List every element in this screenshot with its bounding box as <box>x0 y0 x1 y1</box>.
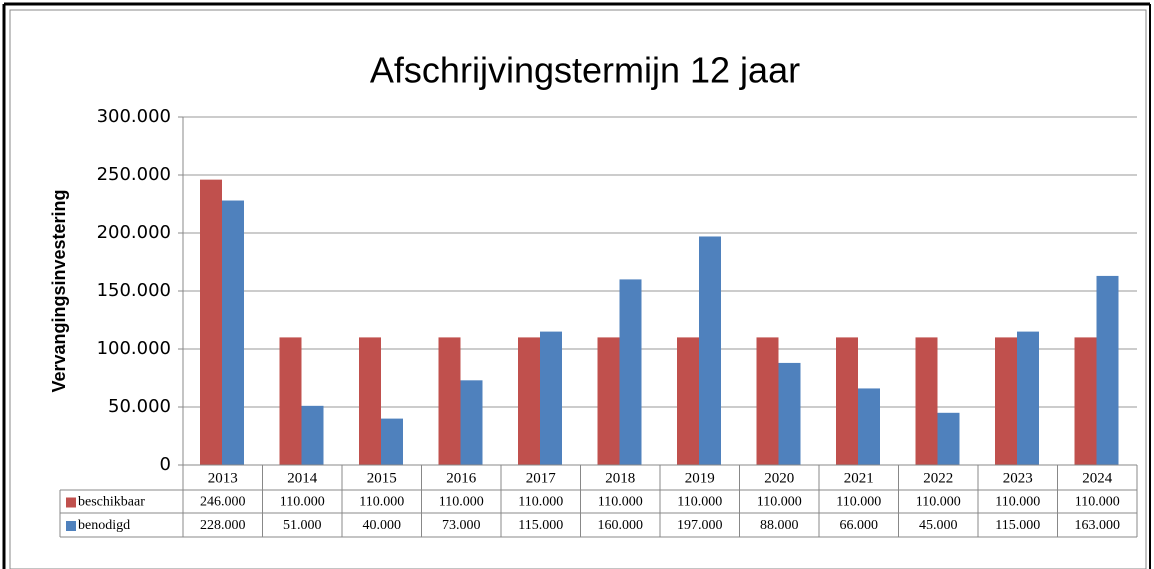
y-tick-label: 250.000 <box>97 164 171 185</box>
x-tick-label: 2021 <box>844 470 874 486</box>
bar <box>937 412 960 465</box>
table-cell: 228.000 <box>200 518 246 533</box>
x-tick-label: 2015 <box>367 470 397 486</box>
table-cell: 110.000 <box>439 495 484 510</box>
x-tick-label: 2019 <box>685 470 715 486</box>
x-tick-label: 2014 <box>287 470 318 486</box>
table-cell: 73.000 <box>442 518 481 533</box>
bar <box>1074 337 1097 465</box>
y-tick-label: 150.000 <box>97 280 171 301</box>
bar <box>438 337 461 465</box>
legend-key <box>66 497 76 508</box>
x-tick-label: 2017 <box>526 470 557 486</box>
legend-label: benodigd <box>78 518 130 533</box>
bar <box>381 418 403 465</box>
y-tick-label: 50.000 <box>108 396 171 417</box>
table-cell: 45.000 <box>919 518 958 533</box>
y-tick-label: 100.000 <box>97 338 171 359</box>
bar <box>540 331 562 465</box>
bar <box>677 337 699 465</box>
bar <box>359 337 381 465</box>
table-cell: 160.000 <box>598 518 644 533</box>
table-cell: 246.000 <box>200 495 246 510</box>
bar <box>518 337 540 465</box>
y-tick-label: 200.000 <box>97 222 171 243</box>
bar <box>1017 331 1039 465</box>
chart-border <box>9 9 1147 569</box>
bar <box>200 179 222 465</box>
x-tick-label: 2020 <box>764 470 794 486</box>
table-cell: 110.000 <box>677 495 722 510</box>
bar <box>222 200 244 465</box>
x-tick-label: 2024 <box>1082 470 1113 486</box>
legend-label: beschikbaar <box>78 495 145 510</box>
table-cell: 110.000 <box>598 495 643 510</box>
table-cell: 110.000 <box>757 495 802 510</box>
table-cell: 110.000 <box>518 495 563 510</box>
bar <box>597 337 620 465</box>
table-cell: 115.000 <box>518 518 563 533</box>
table-cell: 88.000 <box>760 518 799 533</box>
bar <box>301 405 324 465</box>
table-cell: 110.000 <box>1075 495 1120 510</box>
x-tick-label: 2018 <box>605 470 635 486</box>
table-cell: 66.000 <box>840 518 879 533</box>
table-cell: 110.000 <box>280 495 325 510</box>
legend-key <box>66 521 76 531</box>
table-cell: 197.000 <box>677 518 723 533</box>
bar <box>1096 275 1119 465</box>
bar <box>915 337 938 465</box>
bar <box>836 337 858 465</box>
x-tick-label: 2022 <box>923 470 953 486</box>
bar <box>995 337 1017 465</box>
table-cell: 110.000 <box>995 495 1040 510</box>
bar <box>699 236 721 465</box>
table-cell: 110.000 <box>916 495 961 510</box>
y-tick-label: 300.000 <box>97 106 171 127</box>
bar <box>756 337 779 465</box>
bar <box>460 380 483 465</box>
table-cell: 110.000 <box>359 495 404 510</box>
y-axis-label: Vervangingsinvestering <box>49 189 69 392</box>
table-cell: 51.000 <box>283 518 322 533</box>
table-cell: 115.000 <box>995 518 1040 533</box>
bar <box>778 362 801 465</box>
x-tick-label: 2013 <box>208 470 238 486</box>
bar <box>858 388 880 465</box>
table-cell: 163.000 <box>1075 518 1121 533</box>
table-cell: 40.000 <box>363 518 402 533</box>
table-cell: 110.000 <box>836 495 881 510</box>
x-tick-label: 2023 <box>1003 470 1033 486</box>
bar <box>619 279 642 465</box>
y-tick-label: 0 <box>160 454 171 475</box>
chart-title: Afschrijvingstermijn 12 jaar <box>370 50 800 91</box>
x-tick-label: 2016 <box>446 470 477 486</box>
bar <box>279 337 302 465</box>
